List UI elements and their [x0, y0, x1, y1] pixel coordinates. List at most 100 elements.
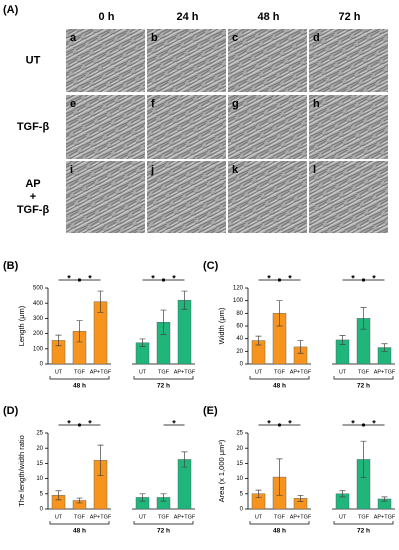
- cell-letter: g: [232, 98, 239, 110]
- error-bar: [139, 493, 146, 502]
- group-label: 72 h: [157, 383, 170, 390]
- cell-letter: a: [70, 32, 77, 44]
- y-tick-label: 500: [33, 286, 44, 292]
- x-tick-label: TGF: [158, 369, 170, 375]
- y-tick-label: 120: [233, 286, 244, 292]
- y-tick-label: 20: [236, 446, 243, 452]
- cell-letter: c: [232, 32, 238, 44]
- group-bracket: [133, 376, 194, 380]
- micrograph: [309, 29, 388, 92]
- x-tick-label: UT: [55, 514, 63, 520]
- x-tick-label: UT: [339, 514, 347, 520]
- y-tick-label: 200: [33, 331, 44, 337]
- cell-letter: e: [70, 98, 76, 110]
- y-tick-label: 15: [236, 461, 243, 467]
- row-header: TGF-β: [17, 204, 50, 216]
- group-bracket: [133, 521, 194, 525]
- x-tick-label: TGF: [274, 369, 286, 375]
- error-bar: [360, 440, 367, 479]
- micrograph: [228, 95, 307, 159]
- sig-dot: [361, 423, 366, 427]
- cell-letter: j: [150, 164, 154, 176]
- error-bar: [160, 309, 167, 335]
- x-tick-label: AP+TGF: [290, 514, 312, 520]
- sig-star: *: [372, 273, 376, 283]
- micrograph: [228, 161, 307, 233]
- y-tick-label: 5: [40, 491, 44, 497]
- x-tick-label: TGF: [158, 514, 170, 520]
- micrograph: [147, 161, 226, 233]
- micrograph: [147, 29, 226, 92]
- sig-dot: [277, 423, 282, 427]
- sig-star: *: [172, 418, 176, 428]
- group-bracket: [249, 521, 310, 525]
- y-axis-label: The length/width ratio: [17, 435, 26, 507]
- micrograph: [66, 95, 145, 159]
- row-header: +: [30, 191, 36, 203]
- sig-star: *: [372, 418, 376, 428]
- panel-label: (E): [203, 405, 218, 417]
- cell-letter: k: [232, 164, 239, 176]
- cell-letter: d: [313, 32, 320, 44]
- micrograph: [66, 161, 145, 233]
- y-axis-label: Area (x 1,000 μm²): [217, 439, 226, 502]
- error-bar: [276, 300, 283, 327]
- y-tick-label: 0: [240, 507, 244, 513]
- y-tick-label: 80: [236, 311, 243, 317]
- x-tick-label: UT: [255, 369, 263, 375]
- error-bar: [139, 338, 146, 347]
- sig-star: *: [351, 273, 355, 283]
- y-tick-label: 0: [240, 362, 244, 368]
- y-tick-label: 400: [33, 301, 44, 307]
- micrograph: [147, 95, 226, 159]
- cell-letter: b: [151, 32, 158, 44]
- error-bar: [97, 290, 104, 313]
- x-tick-label: UT: [55, 369, 63, 375]
- sig-star: *: [288, 418, 292, 428]
- cell-letter: f: [151, 98, 155, 110]
- y-tick-label: 300: [33, 316, 44, 322]
- sig-star: *: [267, 418, 271, 428]
- panel-label: (C): [203, 260, 219, 272]
- y-tick-label: 100: [33, 346, 44, 352]
- error-bar: [181, 451, 188, 468]
- x-tick-label: TGF: [358, 514, 370, 520]
- group-label: 72 h: [157, 528, 170, 535]
- x-tick-label: TGF: [74, 514, 86, 520]
- sig-star: *: [172, 273, 176, 283]
- group-bracket: [49, 521, 110, 525]
- sig-star: *: [267, 273, 271, 283]
- group-bracket: [333, 521, 394, 525]
- error-bar: [76, 320, 83, 343]
- y-tick-label: 0: [40, 507, 44, 513]
- x-tick-label: UT: [255, 514, 263, 520]
- group-bracket: [249, 376, 310, 380]
- y-tick-label: 0: [40, 362, 44, 368]
- column-header: 24 h: [176, 11, 198, 23]
- x-tick-label: TGF: [358, 369, 370, 375]
- group-label: 72 h: [357, 383, 370, 390]
- error-bar: [55, 490, 62, 501]
- x-tick-label: AP+TGF: [174, 369, 196, 375]
- sig-dot: [77, 278, 82, 282]
- error-bar: [181, 290, 188, 310]
- y-tick-label: 25: [36, 431, 43, 437]
- sig-dot: [277, 278, 282, 282]
- y-tick-label: 60: [236, 324, 243, 330]
- y-tick-label: 25: [236, 431, 243, 437]
- group-bracket: [333, 376, 394, 380]
- bar: [177, 299, 192, 365]
- group-label: 48 h: [273, 383, 286, 390]
- row-header: UT: [26, 54, 41, 66]
- panel-label: (A): [3, 4, 19, 16]
- x-tick-label: AP+TGF: [374, 369, 396, 375]
- y-tick-label: 10: [36, 476, 43, 482]
- error-bar: [360, 307, 367, 330]
- panel-label: (B): [3, 260, 19, 272]
- y-tick-label: 100: [233, 298, 244, 304]
- x-tick-label: AP+TGF: [374, 514, 396, 520]
- y-tick-label: 5: [240, 491, 244, 497]
- sig-star: *: [88, 273, 92, 283]
- sig-dot: [361, 278, 366, 282]
